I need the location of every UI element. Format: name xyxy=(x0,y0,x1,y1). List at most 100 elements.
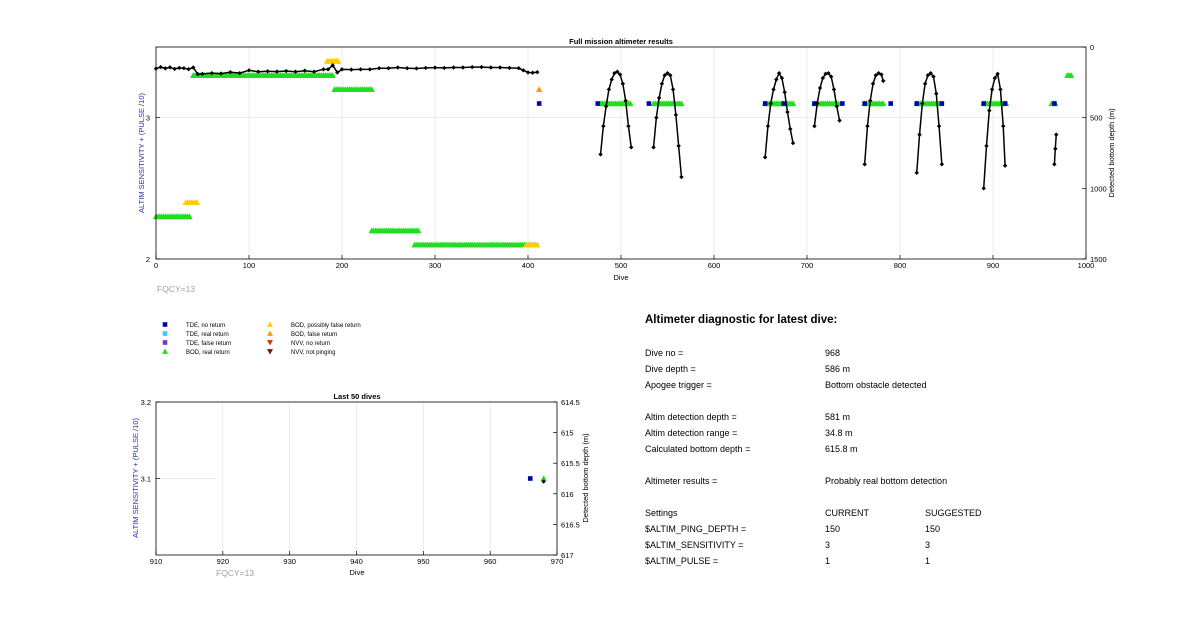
setting-current: 150 xyxy=(825,524,841,534)
depth-point xyxy=(404,66,410,71)
depth-point xyxy=(823,71,828,77)
bod-marker xyxy=(193,199,201,206)
diag-row-results: Altimeter results = Probably real bottom… xyxy=(645,476,1185,492)
last-y2-tick-label: 616.5 xyxy=(561,520,580,529)
last-y-right-label: Detected bottom depth (m) xyxy=(581,433,590,523)
depth-point xyxy=(762,155,768,160)
depth-point xyxy=(922,81,928,86)
legend-label: TDE, real return xyxy=(186,332,229,338)
depth-point xyxy=(868,98,873,103)
tde-marker xyxy=(536,101,542,106)
depth-point xyxy=(831,87,837,92)
depth-point xyxy=(662,73,667,78)
last-y-tick-label: 3.2 xyxy=(141,398,151,407)
depth-point xyxy=(460,65,466,70)
depth-point xyxy=(779,75,785,81)
depth-point xyxy=(601,123,606,129)
depth-point xyxy=(470,64,475,70)
bod-marker xyxy=(540,475,547,482)
setting-current: 3 xyxy=(825,540,831,550)
main-x-tick-label: 400 xyxy=(522,261,535,270)
setting-label: $ALTIM_SENSITIVITY = xyxy=(645,540,744,550)
legend-marker xyxy=(267,330,273,336)
depth-point xyxy=(668,73,673,78)
depth-point xyxy=(788,126,793,132)
settings-header-label: Settings xyxy=(645,508,678,518)
tde-marker xyxy=(646,101,652,106)
depth-point xyxy=(186,66,191,72)
depth-point xyxy=(177,65,182,71)
depth-line xyxy=(915,72,943,173)
main-chart-title: Full mission altimeter results xyxy=(569,37,673,46)
legend-marker xyxy=(162,331,168,336)
diag-value: 615.8 m xyxy=(825,444,858,454)
depth-point xyxy=(774,77,779,82)
depth-point xyxy=(358,67,363,72)
depth-point xyxy=(200,71,205,77)
settings-header-current: CURRENT xyxy=(825,508,869,518)
depth-point xyxy=(237,70,242,76)
depth-point xyxy=(812,123,817,129)
depth-point xyxy=(609,77,614,82)
depth-point xyxy=(939,162,945,167)
depth-line xyxy=(652,72,683,178)
bod-marker xyxy=(880,100,887,107)
depth-point xyxy=(507,65,512,71)
settings-row-ping-depth: $ALTIM_PING_DEPTH = 150 150 xyxy=(645,524,1185,540)
depth-point xyxy=(984,143,989,149)
depth-point xyxy=(623,98,628,103)
depth-point xyxy=(432,65,438,70)
depth-point xyxy=(530,70,535,75)
diagnostic-title: Altimeter diagnostic for latest dive: xyxy=(645,314,838,326)
depth-point xyxy=(928,70,933,76)
depth-point xyxy=(873,73,879,78)
depth-point xyxy=(167,65,173,70)
main-x-tick-label: 500 xyxy=(615,261,628,270)
depth-point xyxy=(541,479,546,484)
depth-point xyxy=(654,115,659,120)
depth-point xyxy=(163,66,168,71)
depth-point xyxy=(615,69,620,74)
depth-point xyxy=(1001,123,1006,129)
legend-label: TDE, no return xyxy=(186,323,225,329)
depth-point xyxy=(920,101,925,106)
tde-marker xyxy=(781,101,787,106)
depth-point xyxy=(617,72,623,77)
depth-point xyxy=(998,87,1003,92)
depth-point xyxy=(377,66,382,71)
depth-point xyxy=(834,104,839,109)
depth-point xyxy=(670,87,676,92)
diag-value: Probably real bottom detection xyxy=(825,476,948,486)
bod-marker xyxy=(186,213,193,220)
depth-point xyxy=(218,71,224,76)
depth-point xyxy=(181,66,187,71)
last-x-tick-label: 940 xyxy=(350,557,363,566)
tde-marker xyxy=(914,101,920,106)
depth-point xyxy=(925,73,931,78)
bod-marker xyxy=(368,86,375,92)
depth-point xyxy=(659,81,665,86)
depth-point xyxy=(914,170,919,175)
depth-point xyxy=(321,67,326,72)
diag-label: Altim detection range = xyxy=(645,428,738,438)
diag-label: Altimeter results = xyxy=(645,476,718,486)
depth-point xyxy=(989,87,995,92)
legend-label: BOD, false return xyxy=(291,332,337,338)
tde-marker xyxy=(939,101,945,106)
depth-point xyxy=(302,68,307,73)
main-y2-tick-label: 1500 xyxy=(1090,255,1107,264)
last-y2-tick-label: 615 xyxy=(561,429,574,438)
depth-point xyxy=(488,65,493,70)
bod-marker xyxy=(329,72,336,78)
depth-point xyxy=(826,70,831,76)
last-x-tick-label: 960 xyxy=(484,557,497,566)
setting-suggested: 1 xyxy=(925,556,931,566)
depth-line xyxy=(982,71,1006,189)
depth-point xyxy=(265,69,270,74)
depth-point xyxy=(325,67,331,72)
setting-current: 1 xyxy=(825,556,831,566)
settings-header: Settings CURRENT SUGGESTED xyxy=(645,508,1185,524)
diag-label: Dive depth = xyxy=(645,364,696,374)
depth-point xyxy=(679,174,684,180)
tde-marker xyxy=(812,101,817,106)
